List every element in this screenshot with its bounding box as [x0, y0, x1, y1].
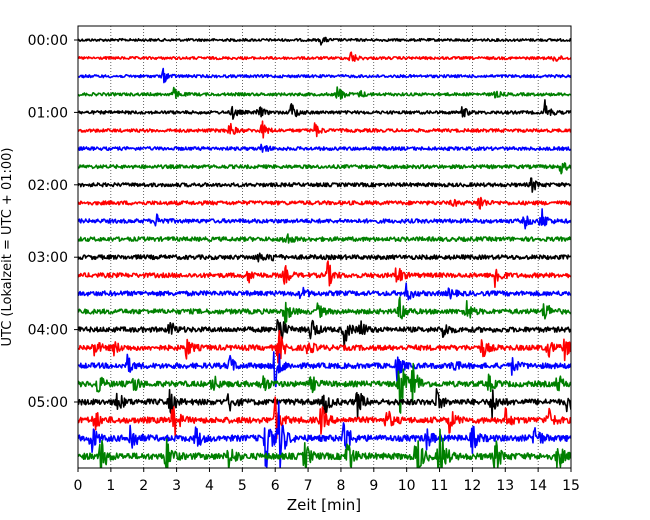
- x-tick-label: 1: [106, 478, 115, 494]
- y-tick-label: 04:00: [28, 323, 68, 339]
- trace-0215: [78, 196, 571, 210]
- x-axis-label: Zeit [min]: [287, 496, 361, 514]
- trace-0015: [78, 51, 571, 62]
- trace-0100: [78, 99, 571, 120]
- x-tick-label: 0: [74, 478, 83, 494]
- trace-0115: [78, 120, 571, 139]
- trace-0445: [78, 362, 571, 414]
- y-axis-label: UTC (Lokalzeit = UTC + 01:00): [0, 148, 15, 347]
- trace-0200: [78, 177, 571, 193]
- trace-0545: [78, 428, 571, 468]
- trace-0300: [78, 252, 571, 263]
- x-tick-label: 15: [562, 478, 580, 494]
- x-tick-label: 2: [139, 478, 148, 494]
- x-tick-label: 8: [336, 478, 345, 494]
- x-tick-label: 7: [304, 478, 313, 494]
- y-tick-label: 01:00: [28, 105, 68, 121]
- trace-0030: [78, 67, 571, 84]
- trace-0045: [78, 86, 571, 100]
- x-tick-label: 5: [238, 478, 247, 494]
- trace-0530: [78, 401, 571, 468]
- x-tick-label: 3: [172, 478, 181, 494]
- trace-0400: [78, 318, 571, 348]
- trace-0330: [78, 282, 571, 301]
- trace-0345: [78, 296, 571, 325]
- seismogram-traces: [78, 36, 571, 468]
- x-tick-label: 12: [463, 478, 481, 494]
- trace-0515: [78, 396, 571, 440]
- trace-0245: [78, 233, 571, 244]
- y-tick-label: 03:00: [28, 250, 68, 266]
- trace-0315: [78, 260, 571, 289]
- y-axis-ticks: 00:00 01:00 02:00 03:00 04:00 05:00: [28, 33, 78, 411]
- x-tick-label: 13: [496, 478, 514, 494]
- x-tick-label: 11: [431, 478, 449, 494]
- trace-0130: [78, 143, 571, 153]
- y-tick-label: 05:00: [28, 395, 68, 411]
- plot-frame: [77, 25, 572, 469]
- x-tick-label: 14: [529, 478, 547, 494]
- y-tick-label: 00:00: [28, 33, 68, 49]
- x-axis-ticks: 0 1 2 3 4 5 6 7 8 9 10 11 12 13 14 15: [74, 468, 580, 494]
- y-tick-label: 02:00: [28, 178, 68, 194]
- trace-0000: [78, 36, 571, 46]
- trace-0415: [78, 330, 571, 364]
- x-tick-label: 10: [398, 478, 416, 494]
- x-tick-label: 9: [369, 478, 378, 494]
- trace-0230: [78, 208, 571, 230]
- trace-0145: [78, 162, 571, 175]
- trace-0430: [78, 351, 571, 388]
- x-tick-label: 4: [205, 478, 214, 494]
- x-tick-label: 6: [271, 478, 280, 494]
